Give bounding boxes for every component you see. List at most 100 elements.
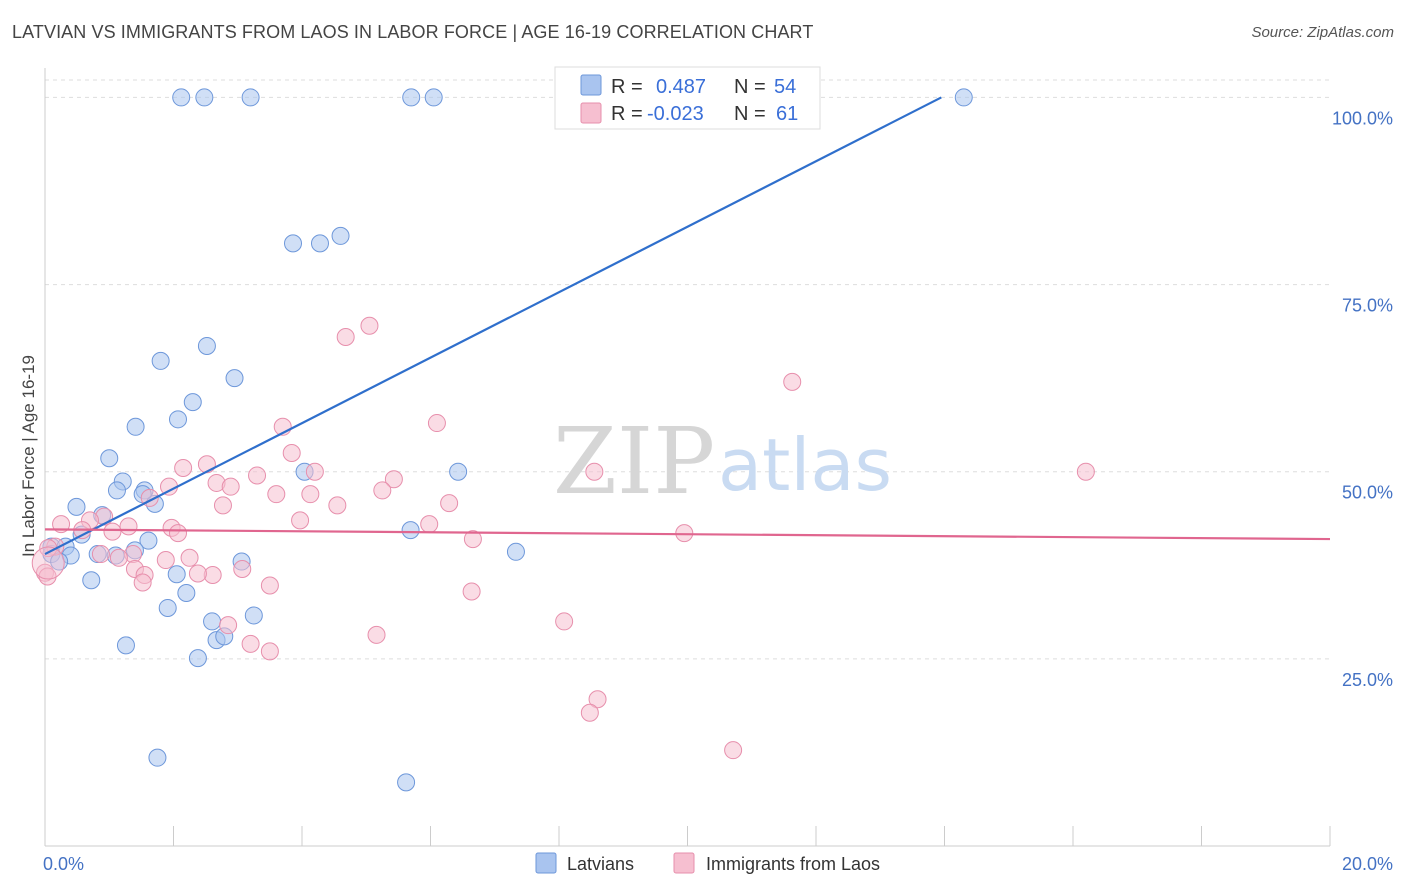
x-tick-label-1: 20.0%: [1342, 854, 1393, 874]
laos-point-52: [555, 612, 574, 631]
laos-point-12: [384, 470, 403, 489]
axes: [44, 68, 1331, 847]
legend-n-label-1: N =: [734, 76, 766, 98]
latvian-point-13: [183, 393, 202, 412]
latvian-point-10: [197, 336, 216, 355]
laos-point-55: [241, 634, 260, 653]
laos-points: [31, 316, 1095, 760]
laos-point-45: [188, 564, 207, 583]
latvian-point-2: [241, 88, 260, 107]
trend-line-0: [44, 96, 942, 556]
y-tick-labels: 25.0% 50.0% 75.0% 100.0%: [1332, 108, 1393, 689]
laos-point-31: [168, 524, 187, 543]
latvian-point-38: [82, 571, 101, 590]
trend-lines: [44, 96, 1331, 556]
x-tick-labels: 0.0% 20.0%: [43, 854, 1393, 874]
laos-point-22: [440, 494, 459, 513]
latvian-point-4: [424, 88, 443, 107]
laos-point-59: [724, 741, 743, 760]
laos-point-2: [783, 372, 802, 391]
latvian-point-47: [148, 748, 167, 767]
laos-point-18: [301, 485, 320, 504]
series-legend-swatch-latvians: [535, 852, 557, 874]
laos-point-1: [360, 316, 379, 335]
latvian-point-18: [449, 462, 468, 481]
y-axis-label: In Labor Force | Age 16-19: [19, 355, 38, 557]
source-label: Source: ZipAtlas.com: [1251, 24, 1394, 41]
laos-point-14: [221, 477, 240, 496]
latvian-point-3: [402, 88, 421, 107]
laos-point-16: [373, 481, 392, 500]
x-tick-label-0: 0.0%: [43, 854, 84, 874]
laos-point-34: [463, 530, 482, 549]
laos-point-17: [267, 485, 286, 504]
laos-point-58: [580, 703, 599, 722]
latvian-point-7: [284, 234, 303, 253]
latvian-point-9: [331, 226, 350, 245]
latvian-point-6: [954, 88, 973, 107]
watermark: ZIP atlas: [553, 408, 892, 515]
laos-point-6: [197, 455, 216, 474]
laos-point-26: [420, 515, 439, 534]
latvian-point-12: [225, 369, 244, 388]
latvian-point-14: [168, 410, 187, 429]
chart-title: LATVIAN VS IMMIGRANTS FROM LAOS IN LABOR…: [12, 22, 814, 42]
y-tick-label-3: 100.0%: [1332, 108, 1393, 128]
latvian-point-1: [195, 88, 214, 107]
latvian-point-36: [167, 565, 186, 584]
laos-point-54: [367, 625, 386, 644]
y-tick-label-0: 25.0%: [1342, 670, 1393, 690]
watermark-atlas: atlas: [718, 423, 892, 507]
latvian-point-27: [139, 531, 158, 550]
latvian-point-40: [158, 598, 177, 617]
laos-point-28: [119, 517, 138, 536]
latvian-point-49: [506, 542, 525, 561]
latvian-point-45: [116, 636, 135, 655]
latvian-point-48: [401, 521, 420, 540]
laos-point-5: [282, 444, 301, 462]
series-legend-laos: Immigrants from Laos: [706, 854, 880, 874]
laos-point-8: [305, 462, 324, 481]
laos-point-43: [233, 560, 252, 579]
laos-point-3: [427, 414, 446, 433]
legend-r-value-1: 0.487: [656, 76, 706, 98]
latvian-point-8: [310, 234, 329, 253]
series-legend: Latvians Immigrants from Laos: [535, 852, 880, 874]
trend-line-1: [44, 528, 1331, 541]
latvian-point-20: [107, 481, 126, 500]
laos-point-10: [1076, 462, 1095, 481]
legend-n-value-1: 54: [774, 76, 796, 98]
laos-point-51: [462, 582, 481, 601]
laos-point-cluster: [31, 546, 65, 580]
latvian-point-24: [67, 497, 86, 516]
legend-r-label-1: R =: [611, 76, 643, 98]
laos-point-49: [133, 573, 152, 592]
latvian-point-39: [177, 583, 196, 602]
laos-point-38: [91, 545, 110, 564]
y-tick-label-1: 50.0%: [1342, 483, 1393, 503]
legend-n-label-2: N =: [734, 103, 766, 125]
latvian-point-16: [100, 449, 119, 468]
legend-r-value-2: -0.023: [647, 103, 704, 125]
latvian-point-15: [126, 417, 145, 436]
series-legend-swatch-laos: [673, 852, 695, 874]
laos-point-40: [180, 548, 199, 567]
correlation-legend: R = 0.487 N = 54 R = -0.023 N = 61: [554, 66, 821, 130]
latvian-point-11: [151, 351, 170, 370]
latvian-point-42: [244, 606, 263, 625]
legend-r-label-2: R =: [611, 103, 643, 125]
laos-point-21: [213, 496, 232, 515]
legend-n-value-2: 61: [776, 103, 798, 125]
watermark-zip: ZIP: [553, 408, 715, 515]
latvian-point-50: [397, 773, 416, 792]
laos-point-25: [291, 511, 310, 530]
laos-point-39: [109, 548, 128, 567]
latvian-point-46: [188, 649, 207, 668]
y-tick-label-2: 75.0%: [1342, 296, 1393, 316]
laos-point-11: [248, 466, 267, 485]
latvian-point-0: [172, 88, 191, 107]
laos-point-9: [585, 462, 604, 481]
laos-point-50: [260, 576, 279, 595]
laos-point-56: [260, 642, 279, 661]
